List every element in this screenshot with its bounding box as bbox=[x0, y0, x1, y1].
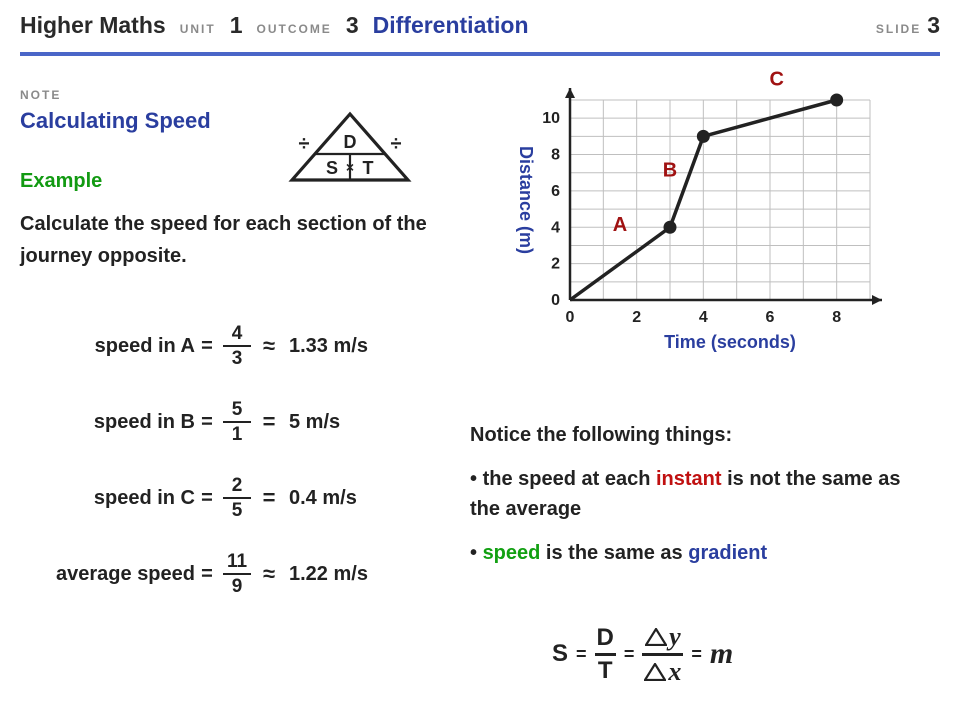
speed-gradient-formula: S = D T = y x = m bbox=[552, 624, 733, 685]
calc-result: 1.33 m/s bbox=[289, 335, 368, 358]
calc-fraction: 25 bbox=[223, 474, 251, 523]
relation-sign: = bbox=[255, 485, 283, 511]
calc-row: speed in C=25=0.4 m/s bbox=[20, 460, 460, 536]
calc-label: speed in C bbox=[20, 487, 195, 510]
segment-label: A bbox=[613, 214, 627, 236]
calc-result: 5 m/s bbox=[289, 411, 340, 434]
calc-label: average speed bbox=[20, 563, 195, 586]
delta-icon bbox=[645, 628, 667, 646]
calc-fraction: 51 bbox=[223, 398, 251, 447]
dst-mult: × bbox=[346, 159, 354, 175]
slide-label: SLIDE bbox=[876, 22, 921, 36]
outcome-label: OUTCOME bbox=[256, 22, 331, 36]
dst-d: D bbox=[344, 132, 357, 152]
dst-triangle: D S T × ÷ ÷ bbox=[280, 110, 420, 200]
calc-result: 1.22 m/s bbox=[289, 563, 368, 586]
x-axis-title: Time (seconds) bbox=[664, 332, 796, 352]
eq2: = bbox=[624, 644, 635, 665]
equals-sign: = bbox=[195, 563, 219, 586]
dst-t: T bbox=[363, 158, 374, 178]
outcome-number: 3 bbox=[346, 12, 359, 39]
svg-text:6: 6 bbox=[766, 309, 775, 326]
y-axis-title: Distance (m) bbox=[516, 146, 536, 254]
notice-lead: Notice the following things: bbox=[470, 420, 930, 450]
slide-header: Higher Maths UNIT 1 OUTCOME 3 Differenti… bbox=[20, 12, 940, 39]
calc-label: speed in A bbox=[20, 335, 195, 358]
unit-number: 1 bbox=[230, 12, 243, 39]
calc-label: speed in B bbox=[20, 411, 195, 434]
svg-text:4: 4 bbox=[699, 309, 708, 326]
dst-s: S bbox=[326, 158, 338, 178]
topic-title: Differentiation bbox=[373, 12, 529, 39]
svg-text:8: 8 bbox=[832, 309, 841, 326]
frac-dt: D T bbox=[595, 626, 616, 683]
instruction-text: Calculate the speed for each section of … bbox=[20, 208, 450, 272]
svg-text:2: 2 bbox=[551, 256, 560, 273]
segment-label: B bbox=[663, 159, 677, 181]
equals-sign: = bbox=[195, 411, 219, 434]
eq3: = bbox=[691, 644, 702, 665]
slide-number: 3 bbox=[927, 12, 940, 39]
svg-text:8: 8 bbox=[551, 147, 560, 164]
svg-text:0: 0 bbox=[566, 309, 575, 326]
calc-row: average speed=119≈1.22 m/s bbox=[20, 536, 460, 612]
calc-row: speed in B=51=5 m/s bbox=[20, 384, 460, 460]
equals-sign: = bbox=[195, 487, 219, 510]
eq1: = bbox=[576, 644, 587, 665]
calc-row: speed in A=43≈1.33 m/s bbox=[20, 308, 460, 384]
delta-icon bbox=[644, 663, 666, 681]
svg-text:0: 0 bbox=[551, 292, 560, 309]
notice-bullet-1: • the speed at each instant is not the s… bbox=[470, 464, 930, 524]
example-label: Example bbox=[20, 170, 102, 193]
notice-block: Notice the following things: • the speed… bbox=[470, 420, 930, 568]
calc-result: 0.4 m/s bbox=[289, 487, 357, 510]
relation-sign: ≈ bbox=[255, 333, 283, 359]
dst-div-left: ÷ bbox=[299, 133, 310, 155]
section-subtitle: Calculating Speed bbox=[20, 108, 211, 134]
unit-label: UNIT bbox=[180, 22, 216, 36]
relation-sign: = bbox=[255, 409, 283, 435]
formula-s: S bbox=[552, 640, 568, 668]
calc-fraction: 43 bbox=[223, 322, 251, 371]
formula-m: m bbox=[710, 637, 733, 671]
dst-div-right: ÷ bbox=[391, 133, 402, 155]
header-divider bbox=[20, 52, 940, 56]
calc-fraction: 119 bbox=[223, 550, 251, 599]
svg-text:10: 10 bbox=[542, 110, 560, 127]
course-title: Higher Maths bbox=[20, 12, 166, 39]
note-label: NOTE bbox=[20, 88, 61, 102]
notice-bullet-2: • speed is the same as gradient bbox=[470, 538, 930, 568]
svg-text:6: 6 bbox=[551, 183, 560, 200]
segment-label: C bbox=[769, 68, 783, 90]
relation-sign: ≈ bbox=[255, 561, 283, 587]
calculations: speed in A=43≈1.33 m/sspeed in B=51=5 m/… bbox=[20, 308, 460, 612]
svg-text:2: 2 bbox=[632, 309, 641, 326]
svg-text:4: 4 bbox=[551, 219, 560, 236]
frac-dy-dx: y x bbox=[642, 624, 683, 685]
distance-time-graph: 024680246810ABCTime (seconds)Distance (m… bbox=[500, 90, 910, 385]
equals-sign: = bbox=[195, 335, 219, 358]
